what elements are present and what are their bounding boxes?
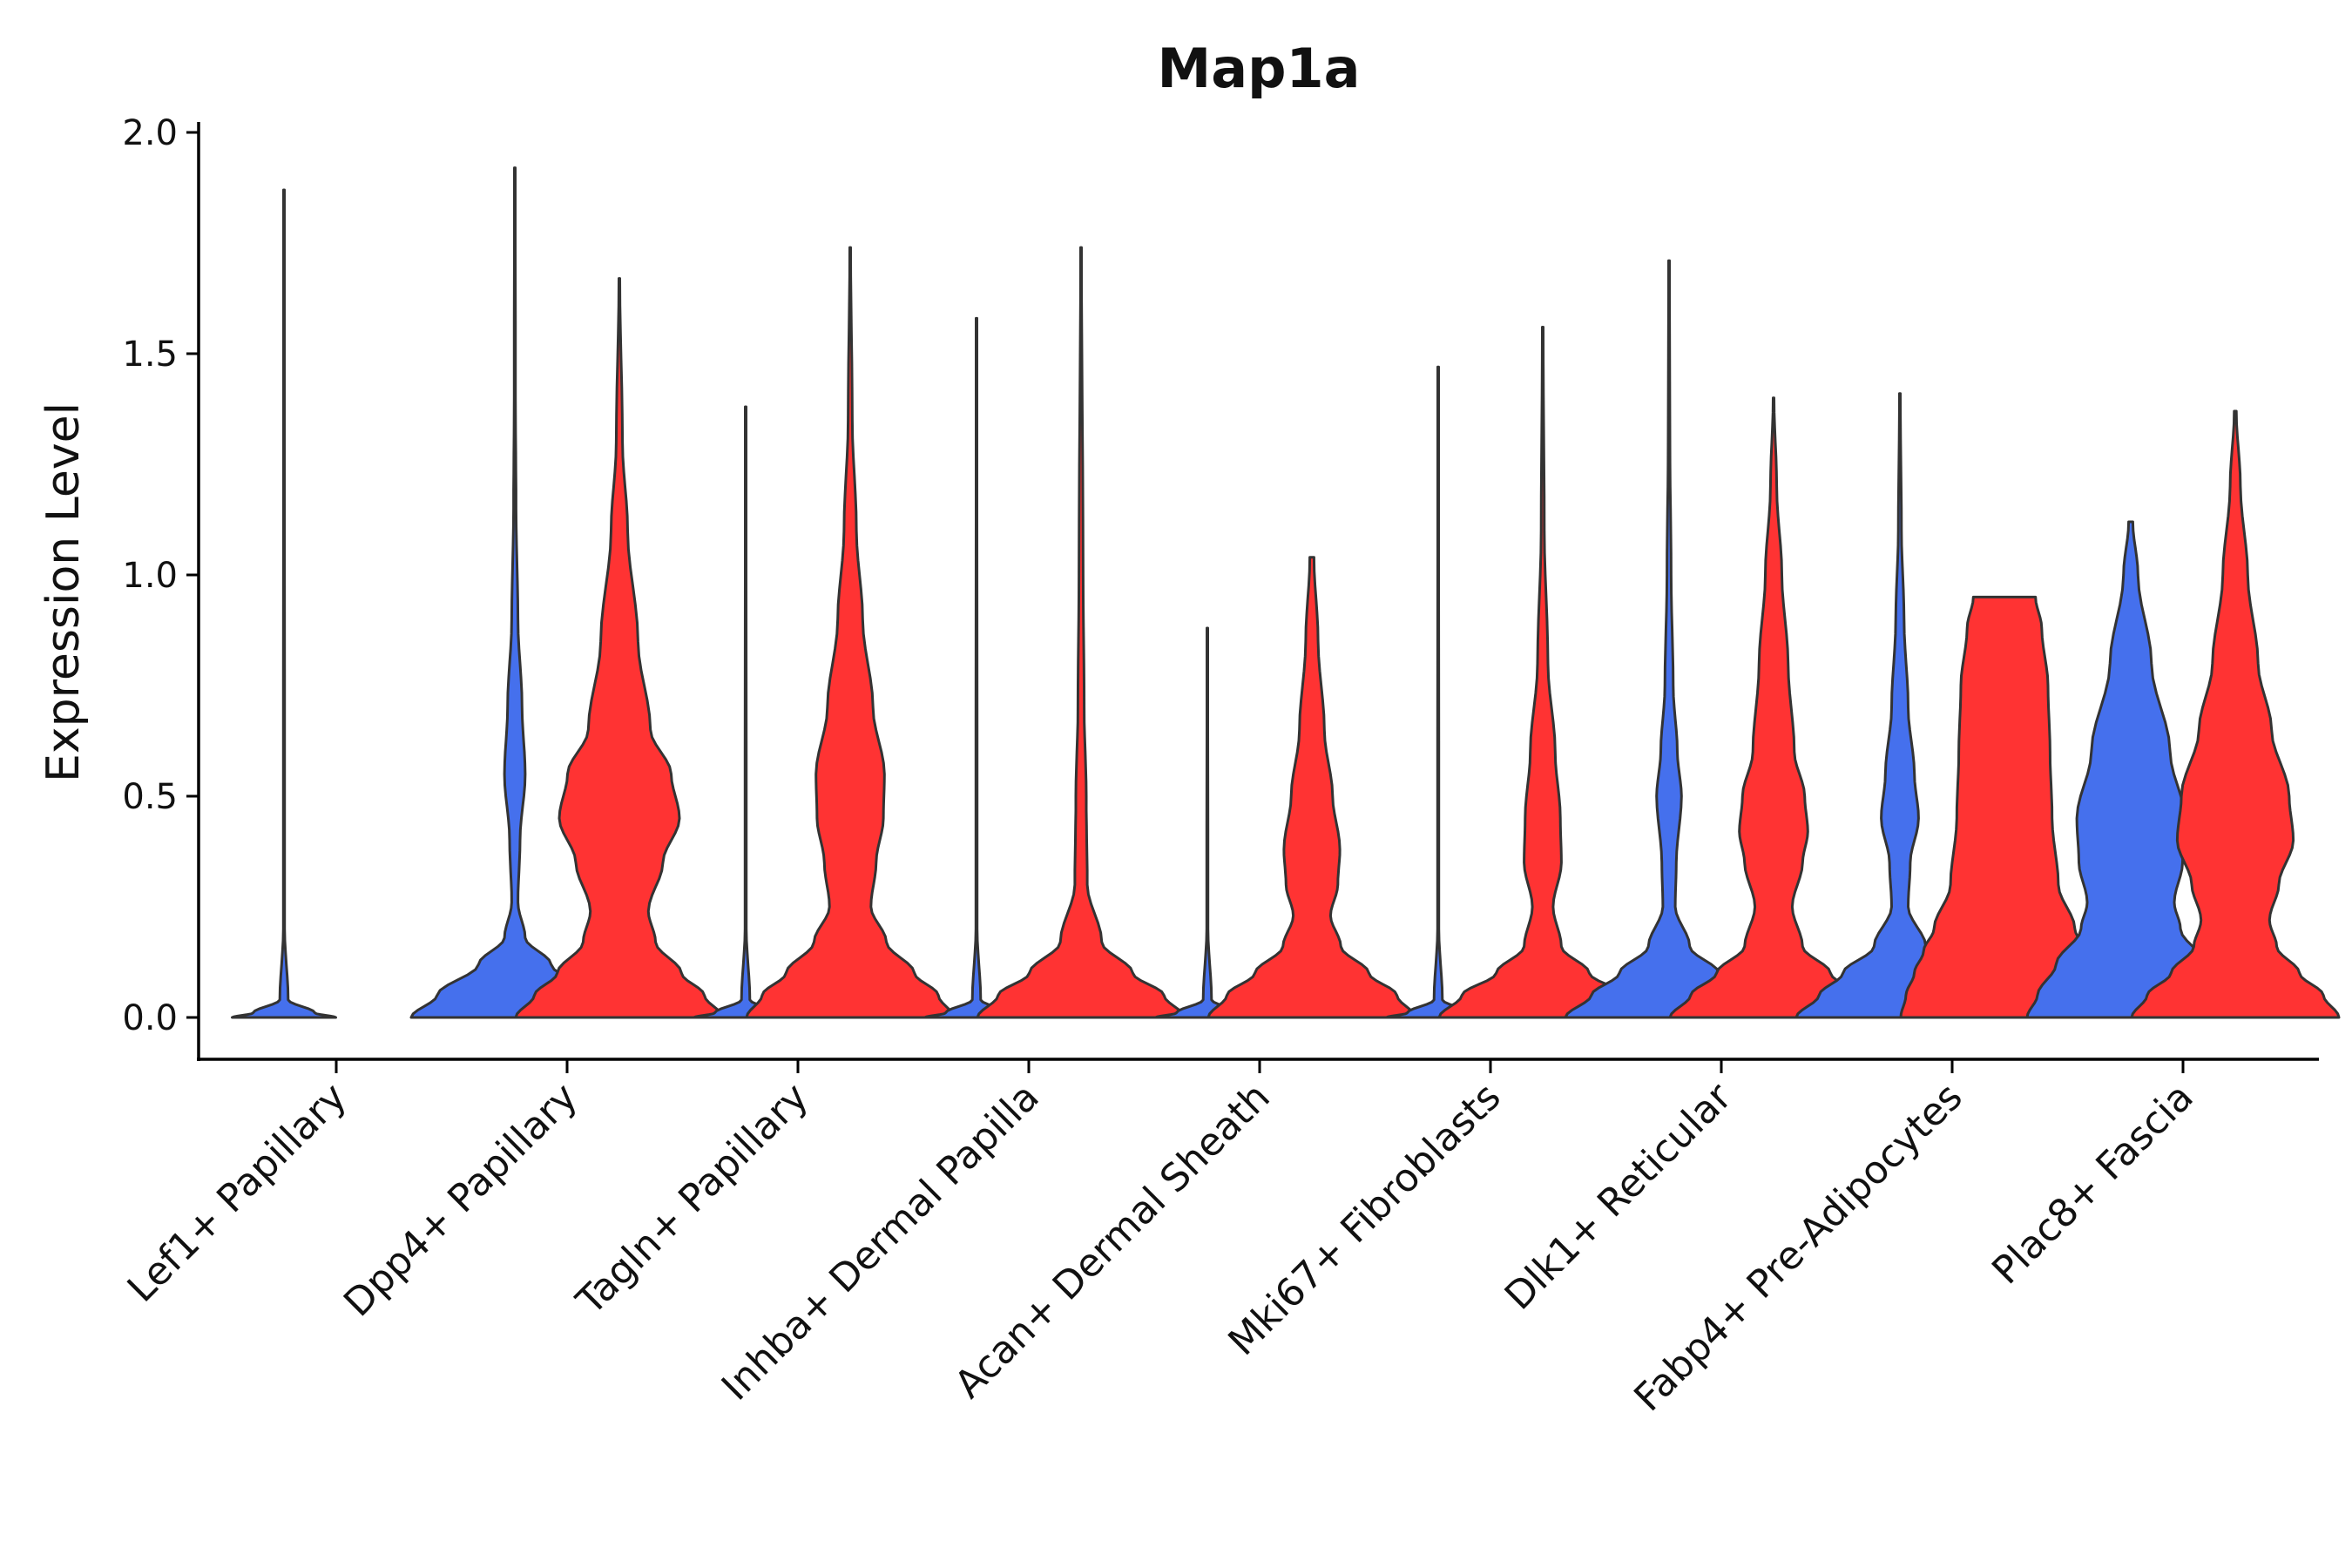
violin-group1-dlk1-reticular <box>1564 259 1774 1019</box>
chart-title: Map1a <box>1158 37 1361 100</box>
y-tick-label: 2.0 <box>122 113 178 153</box>
violin-group2-acan-dermal-sheath <box>1206 556 1417 1019</box>
x-tick-label-plac8-fascia: Plac8+ Fascia <box>1984 1075 2202 1294</box>
y-tick-label: 0.5 <box>122 777 178 817</box>
x-tick-label-dlk1-reticular: Dlk1+ Reticular <box>1497 1074 1741 1319</box>
violin-group1-tagln-papillary <box>693 405 799 1019</box>
violin-group1-mki67-fibroblasts <box>1385 365 1491 1019</box>
violin-group2-plac8-fascia <box>2130 409 2341 1019</box>
violin-group1-lef1-papillary <box>231 188 337 1019</box>
violin-group1-plac8-fascia <box>2025 520 2236 1019</box>
y-tick-label: 0.0 <box>122 998 178 1038</box>
violin-group2-inhba-dermal-papilla <box>976 246 1186 1019</box>
y-tick-label: 1.5 <box>122 335 178 375</box>
violin-group1-dpp4-papillary <box>409 166 620 1019</box>
violin-plot-area <box>231 166 2341 1019</box>
x-tick-label-lef1-papillary: Lef1+ Papillary <box>119 1075 355 1311</box>
violin-group2-dpp4-papillary <box>514 277 725 1019</box>
x-tick-label-tagln-papillary: Tagln+ Papillary <box>568 1075 817 1324</box>
violin-group1-inhba-dermal-papilla <box>923 316 1030 1019</box>
axes <box>197 122 2319 1061</box>
violin-group2-mki67-fibroblasts <box>1437 326 1648 1019</box>
y-tick-label: 1.0 <box>122 556 178 596</box>
x-tick-label-dpp4-papillary: Dpp4+ Papillary <box>335 1075 586 1326</box>
violin-group2-tagln-papillary <box>745 246 956 1019</box>
violin-group2-dlk1-reticular <box>1668 396 1879 1019</box>
y-axis-ticks: 0.0 0.5 1.0 1.5 2.0 <box>122 113 199 1038</box>
violin-group1-fabp4-pre-adipocytes <box>1794 392 2005 1019</box>
y-axis-title: Expression Level <box>37 402 90 782</box>
violin-group1-acan-dermal-sheath <box>1154 626 1260 1019</box>
